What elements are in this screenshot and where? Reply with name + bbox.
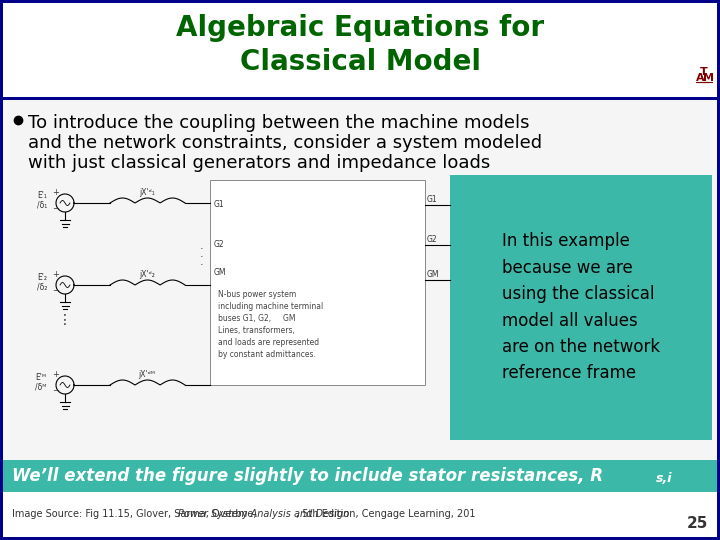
Text: N-bus power system: N-bus power system — [218, 290, 296, 299]
Bar — [0, 0, 720, 3]
Text: /δ₂: /δ₂ — [37, 282, 48, 292]
Text: s,i: s,i — [656, 472, 672, 485]
Text: jX'ᵈᴹ: jX'ᵈᴹ — [138, 370, 156, 379]
Text: GM: GM — [427, 270, 439, 279]
Text: by constant admittances.: by constant admittances. — [218, 350, 316, 359]
Bar — [717, 0, 720, 540]
Bar — [3, 460, 717, 492]
Text: /δᴹ: /δᴹ — [35, 382, 46, 392]
Text: To introduce the coupling between the machine models: To introduce the coupling between the ma… — [28, 114, 529, 132]
Text: In this example
because we are
using the classical
model all values
are on the n: In this example because we are using the… — [502, 233, 660, 382]
Text: A: A — [696, 73, 704, 83]
Text: We’ll extend the figure slightly to include stator resistances, R: We’ll extend the figure slightly to incl… — [12, 467, 603, 485]
Text: T: T — [700, 67, 708, 77]
Text: −: − — [52, 286, 59, 295]
Text: −: − — [52, 204, 59, 213]
Text: +: + — [52, 188, 59, 197]
Bar — [0, 0, 3, 540]
Text: G1: G1 — [214, 200, 225, 209]
Text: Image Source: Fig 11.15, Glover, Sarma, Overbye,: Image Source: Fig 11.15, Glover, Sarma, … — [12, 509, 260, 519]
Text: with just classical generators and impedance loads: with just classical generators and imped… — [28, 154, 490, 172]
Bar — [210, 180, 425, 385]
Text: ⋮: ⋮ — [58, 313, 72, 327]
Text: ·: · — [200, 260, 204, 270]
Text: jX'ᵈ₁: jX'ᵈ₁ — [139, 188, 155, 197]
Text: Classical Model: Classical Model — [240, 48, 480, 76]
Text: G2: G2 — [214, 240, 225, 249]
Text: ·: · — [200, 244, 204, 254]
Text: /δ₁: /δ₁ — [37, 200, 48, 210]
Text: +: + — [52, 270, 59, 279]
Text: GM: GM — [214, 268, 227, 277]
Text: ·: · — [200, 252, 204, 262]
Text: E'₂: E'₂ — [37, 273, 47, 281]
Text: Algebraic Equations for: Algebraic Equations for — [176, 14, 544, 42]
Bar — [0, 537, 720, 540]
Text: jX'ᵈ₂: jX'ᵈ₂ — [139, 270, 155, 279]
Text: G1: G1 — [427, 195, 438, 204]
Text: Lines, transformers,: Lines, transformers, — [218, 326, 295, 335]
Text: M: M — [703, 73, 714, 83]
Bar — [0, 97, 720, 100]
Bar — [3, 492, 717, 537]
Text: 25: 25 — [686, 516, 708, 531]
Text: including machine terminal: including machine terminal — [218, 302, 323, 311]
Text: E'₁: E'₁ — [37, 191, 47, 199]
Text: E'ᴹ: E'ᴹ — [35, 373, 46, 381]
Bar — [3, 100, 717, 460]
Text: −: − — [52, 386, 59, 395]
Text: , 5th Edition, Cengage Learning, 201: , 5th Edition, Cengage Learning, 201 — [296, 509, 475, 519]
Bar — [3, 3, 717, 97]
Bar — [450, 175, 712, 440]
Text: G2: G2 — [427, 235, 438, 244]
Text: buses G1, G2,     GM: buses G1, G2, GM — [218, 314, 295, 323]
Text: and loads are represented: and loads are represented — [218, 338, 319, 347]
Text: +: + — [52, 370, 59, 379]
Text: and the network constraints, consider a system modeled: and the network constraints, consider a … — [28, 134, 542, 152]
Text: Power System Analysis and Design: Power System Analysis and Design — [178, 509, 349, 519]
